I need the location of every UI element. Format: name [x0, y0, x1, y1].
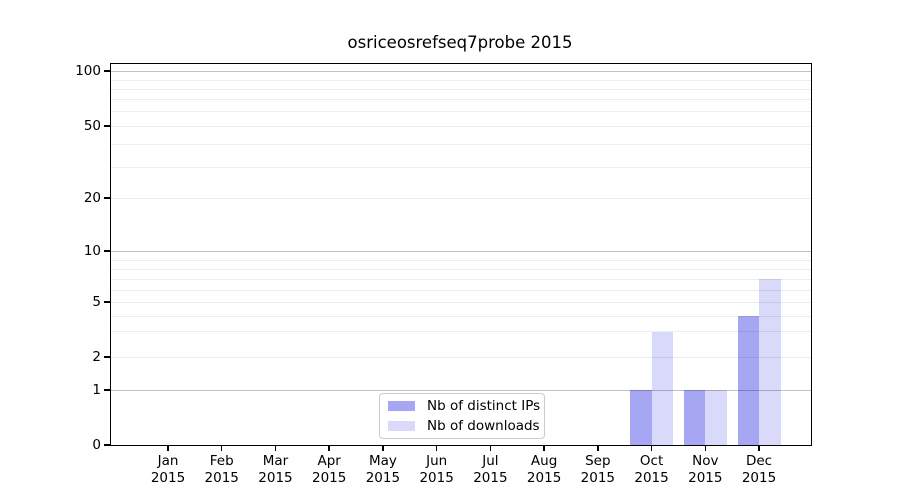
gridline-minor — [111, 315, 811, 317]
x-tick-mark — [543, 445, 545, 451]
x-tick-mark — [597, 445, 599, 451]
legend-swatch-distinct-ips — [388, 401, 415, 411]
x-tick-year: 2015 — [526, 470, 562, 486]
x-tick-label-jun: Jun 2015 — [407, 453, 467, 487]
x-tick-mark — [382, 445, 384, 451]
x-tick-year: 2015 — [634, 470, 669, 486]
gridline-minor — [111, 143, 811, 145]
x-tick-label-jan: Jan 2015 — [138, 453, 198, 487]
y-tick-mark — [104, 70, 111, 72]
x-tick-label-feb: Feb 2015 — [192, 453, 252, 487]
x-tick-month: May — [368, 453, 397, 469]
bar-distinct-ips-oct — [630, 390, 652, 445]
x-tick-mark — [221, 445, 223, 451]
gridline-minor — [111, 278, 811, 280]
x-tick-month: Jun — [426, 453, 448, 469]
x-tick-month: Jan — [157, 453, 179, 469]
x-tick-year: 2015 — [204, 470, 239, 486]
chart-title: osriceosrefseq7probe 2015 — [347, 33, 573, 52]
x-tick-mark — [167, 445, 169, 451]
bar-downloads-dec — [759, 279, 781, 445]
x-tick-label-dec: Dec 2015 — [729, 453, 789, 487]
gridline-minor — [111, 301, 811, 303]
x-tick-year: 2015 — [688, 470, 723, 486]
x-tick-month: Feb — [209, 453, 234, 469]
y-tick-label-0: 0 — [92, 437, 101, 453]
y-tick-mark — [104, 250, 111, 252]
x-tick-mark — [704, 445, 706, 451]
gridline-major — [111, 389, 811, 391]
x-tick-mark — [489, 445, 492, 451]
y-tick-mark — [104, 356, 111, 358]
x-tick-mark — [328, 445, 330, 451]
x-tick-mark — [435, 445, 438, 451]
y-tick-label-1: 1 — [92, 382, 101, 398]
legend-entry-distinct-ips: Nb of distinct IPs — [380, 397, 544, 415]
y-tick-label-100: 100 — [75, 63, 101, 79]
gridline-major — [111, 70, 811, 72]
x-tick-label-apr: Apr 2015 — [299, 453, 359, 487]
x-tick-label-nov: Nov 2015 — [675, 453, 735, 487]
y-tick-label-10: 10 — [83, 243, 101, 259]
x-tick-month: Sep — [585, 453, 611, 469]
gridline-minor — [111, 197, 811, 199]
x-tick-label-may: May 2015 — [353, 453, 413, 487]
y-tick-mark — [104, 125, 111, 127]
gridline-minor — [111, 259, 811, 261]
x-tick-month: Aug — [530, 453, 558, 469]
x-tick-year: 2015 — [741, 470, 777, 486]
gridline-minor — [111, 110, 811, 112]
legend-entry-downloads: Nb of downloads — [380, 417, 544, 435]
x-tick-month: Oct — [639, 453, 664, 469]
y-tick-label-2: 2 — [92, 349, 101, 365]
x-tick-year: 2015 — [419, 470, 454, 486]
y-tick-mark — [104, 444, 111, 446]
x-tick-year: 2015 — [473, 470, 508, 486]
bar-distinct-ips-nov — [683, 390, 706, 445]
x-tick-year: 2015 — [365, 470, 401, 486]
x-tick-year: 2015 — [312, 470, 347, 486]
x-tick-label-aug: Aug 2015 — [514, 453, 574, 487]
bar-downloads-oct — [651, 331, 674, 445]
y-tick-mark — [104, 197, 111, 199]
y-tick-label-20: 20 — [83, 190, 101, 206]
x-tick-mark — [274, 445, 277, 451]
x-tick-label-jul: Jul 2015 — [460, 453, 520, 487]
gridline-minor — [111, 331, 811, 332]
y-tick-label-5: 5 — [92, 294, 101, 310]
gridline-minor — [111, 268, 811, 270]
y-tick-label-50: 50 — [83, 118, 101, 134]
x-tick-month: Jul — [482, 453, 499, 469]
x-tick-year: 2015 — [258, 470, 293, 486]
gridline-major — [111, 250, 811, 252]
x-tick-month: Dec — [745, 453, 773, 469]
x-tick-year: 2015 — [580, 470, 615, 486]
x-tick-month: Mar — [262, 453, 289, 469]
gridline-minor — [111, 88, 811, 90]
legend-label-downloads: Nb of downloads — [427, 418, 540, 434]
x-tick-mark — [650, 445, 653, 451]
x-tick-year: 2015 — [150, 470, 186, 486]
x-tick-month: Nov — [692, 453, 719, 469]
x-tick-label-sep: Sep 2015 — [568, 453, 628, 487]
y-tick-mark — [104, 389, 111, 391]
y-tick-mark — [104, 301, 111, 303]
x-tick-month: Apr — [317, 453, 341, 469]
plot-area: Nb of distinct IPs Nb of downloads 0 1 2 5 1… — [75, 63, 812, 486]
gridline-minor — [111, 125, 811, 127]
gridline-minor — [111, 289, 811, 291]
gridline-minor — [111, 356, 811, 358]
x-tick-label-mar: Mar 2015 — [245, 453, 305, 487]
gridline-minor — [111, 166, 811, 168]
legend-box: Nb of distinct IPs Nb of downloads — [379, 393, 545, 439]
gridline-minor — [111, 79, 811, 81]
legend-swatch-downloads — [388, 421, 415, 431]
bar-downloads-nov — [705, 390, 727, 445]
x-tick-mark — [758, 445, 760, 451]
bar-distinct-ips-dec — [737, 316, 760, 445]
gridline-minor — [111, 98, 811, 100]
x-tick-label-oct: Oct 2015 — [622, 453, 682, 487]
legend-label-distinct-ips: Nb of distinct IPs — [427, 398, 541, 414]
